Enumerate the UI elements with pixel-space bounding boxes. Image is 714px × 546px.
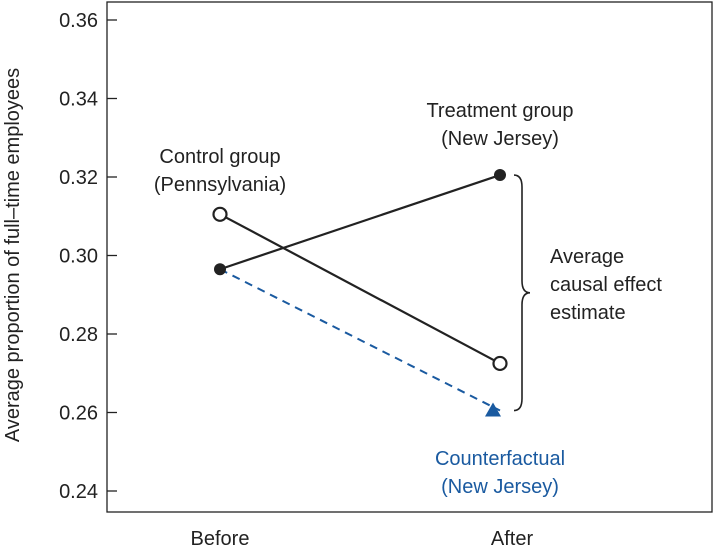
y-axis-label: Average proportion of full–time employee… <box>2 68 24 442</box>
effect-brace <box>513 174 531 412</box>
control-before-point <box>212 206 228 222</box>
control-label-line2: (Pennsylvania) <box>154 174 286 196</box>
effect-label-line2: causal effect <box>550 274 662 296</box>
control-label-line1: Control group <box>159 146 280 168</box>
y-tick-label: 0.28 <box>59 324 98 346</box>
treatment-before-point <box>214 263 226 276</box>
counterfactual-after-point <box>485 402 501 417</box>
x-tick-label-after: After <box>491 528 534 546</box>
y-tick-label: 0.34 <box>59 89 98 111</box>
x-tick-label-before: Before <box>191 528 250 546</box>
counterfactual-label-line1: Counterfactual <box>435 448 565 470</box>
counterfactual-line <box>219 268 501 412</box>
treatment-label-line2: (New Jersey) <box>441 128 559 150</box>
y-tick-label: 0.24 <box>59 481 98 503</box>
y-tick-label: 0.30 <box>59 246 98 268</box>
y-tick-label: 0.36 <box>59 10 98 32</box>
effect-label-line1: Average <box>550 246 624 268</box>
counterfactual-label-line2: (New Jersey) <box>441 476 559 498</box>
plot-frame <box>106 1 713 513</box>
control-after-point <box>492 355 508 372</box>
effect-label-line3: estimate <box>550 302 626 324</box>
y-tick-label: 0.32 <box>59 167 98 189</box>
treatment-label-line1: Treatment group <box>426 100 573 122</box>
y-tick-label: 0.26 <box>59 403 98 425</box>
control-line <box>219 213 501 365</box>
treatment-line <box>219 173 501 271</box>
treatment-after-point <box>494 169 506 182</box>
y-ticks: 0.24 0.26 0.28 0.30 0.32 0.34 0.36 <box>59 10 117 503</box>
